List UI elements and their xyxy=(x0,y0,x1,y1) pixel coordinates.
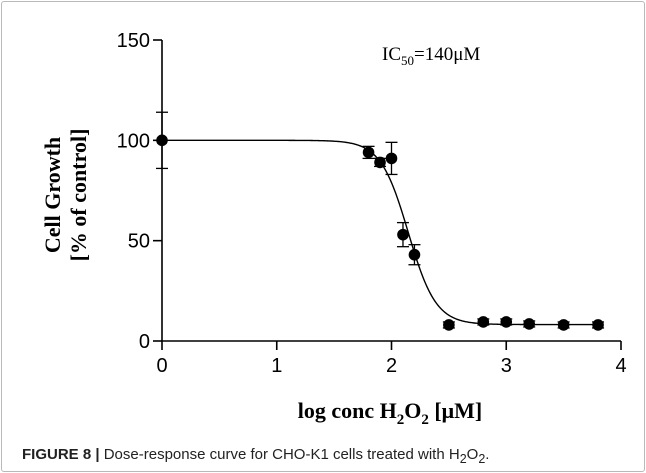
data-point xyxy=(442,319,455,331)
y-axis-title: Cell Growth [% of control] xyxy=(40,129,91,262)
data-point xyxy=(477,316,490,328)
ic50-annotation: IC50=140μM xyxy=(382,44,480,68)
data-point xyxy=(557,319,570,331)
x-tick-label: 2 xyxy=(386,355,397,377)
x-tick-label: 0 xyxy=(156,355,167,377)
data-marker xyxy=(477,316,490,328)
data-marker xyxy=(443,319,455,331)
y-axis-title-line2: [% of control] xyxy=(66,129,91,262)
dose-response-chart: 0 50 100 150 0 1 2 3 4 IC50=140μM log conc H2O2 … xyxy=(40,30,627,428)
caption-text-c: . xyxy=(485,446,490,463)
x-tick-label: 1 xyxy=(271,355,282,377)
data-marker xyxy=(500,316,513,328)
data-point xyxy=(523,318,536,330)
data-marker xyxy=(156,134,168,147)
data-point xyxy=(408,244,421,266)
y-tick-label: 0 xyxy=(139,331,150,353)
y-tick-label: 150 xyxy=(117,30,150,52)
data-marker xyxy=(408,248,421,261)
x-axis-title: log conc H2O2 [μM] xyxy=(298,398,483,428)
data-point xyxy=(374,156,387,169)
data-marker xyxy=(557,319,570,331)
y-tick-label: 50 xyxy=(128,231,150,253)
y-axis-title-line1: Cell Growth xyxy=(40,137,65,253)
data-point xyxy=(592,319,605,331)
data-marker xyxy=(523,318,535,330)
data-marker xyxy=(385,152,398,165)
data-point xyxy=(500,316,513,328)
caption-text-b: O xyxy=(466,446,479,463)
x-tick-label: 3 xyxy=(501,355,512,377)
data-point xyxy=(362,145,375,160)
data-point xyxy=(385,141,398,176)
y-tick-label: 100 xyxy=(117,130,150,152)
figure-label: FIGURE 8 | xyxy=(22,446,100,463)
data-point xyxy=(156,111,168,170)
data-marker xyxy=(592,319,604,331)
caption-text-a: Dose-response curve for CHO-K1 cells tre… xyxy=(99,446,460,463)
chart-axes: 0 50 100 150 0 1 2 3 4 xyxy=(117,30,627,377)
caption-sub-1: 2 xyxy=(459,452,467,466)
x-tick-label: 4 xyxy=(615,355,626,377)
caption-sub-2: 2 xyxy=(478,452,486,466)
data-points-layer xyxy=(156,111,605,331)
data-marker xyxy=(397,228,409,241)
data-marker xyxy=(362,146,375,159)
data-marker xyxy=(374,156,386,169)
data-point xyxy=(396,221,409,248)
figure-caption: FIGURE 8 | Dose-response curve for CHO-K… xyxy=(22,446,632,466)
